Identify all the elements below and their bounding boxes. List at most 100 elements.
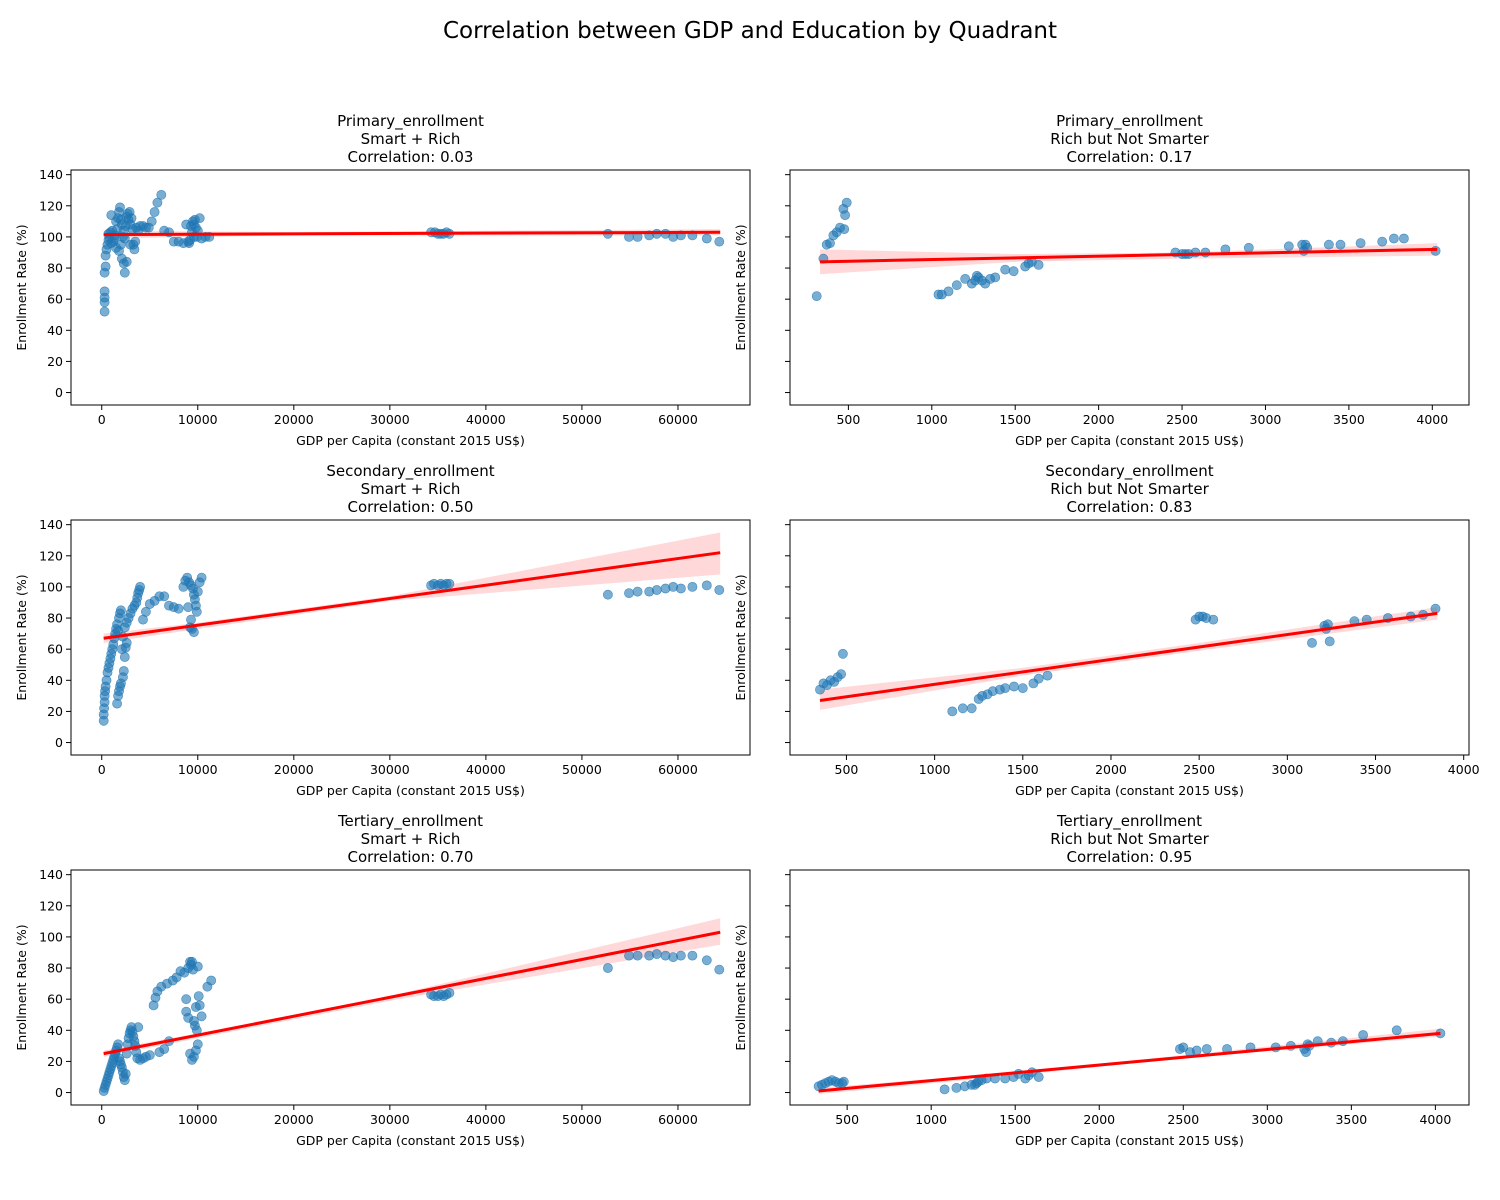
data-point (836, 669, 846, 679)
x-tick-label: 1500 (1007, 762, 1039, 777)
x-tick-label: 40000 (466, 1112, 506, 1127)
trend-line (819, 611, 1438, 703)
subplot-title-line: Correlation: 0.17 (1067, 148, 1193, 166)
data-point (1324, 636, 1335, 647)
x-axis-label: GDP per Capita (constant 2015 US$) (1015, 783, 1244, 798)
subplot-title-line: Primary_enrollment (337, 112, 484, 131)
subplot-title-line: Correlation: 0.83 (1067, 498, 1193, 516)
subplot-title-line: Smart + Rich (361, 830, 461, 848)
x-tick-label: 500 (835, 1112, 859, 1127)
data-point (106, 238, 117, 248)
data-point (1430, 603, 1441, 614)
trend-line (103, 551, 721, 640)
data-point (1283, 241, 1294, 252)
x-tick-label: 50000 (562, 412, 602, 427)
subplot-2: 500 1000 1500 2000 2500 3000 3500 4000 GDP per C… (733, 112, 1470, 448)
data-point (676, 583, 686, 594)
data-point (957, 703, 968, 714)
x-tick-label: 50000 (562, 762, 602, 777)
x-tick-label: 20000 (274, 412, 314, 427)
y-axis-label: Enrollment Rate (%) (14, 924, 29, 1050)
subplot-title-line: Primary_enrollment (1056, 112, 1203, 131)
data-point (120, 1069, 131, 1079)
data-point (115, 202, 125, 213)
data-point (1324, 239, 1334, 250)
y-tick-label: 140 (39, 867, 63, 882)
data-point (186, 221, 196, 231)
x-tick-label: 60000 (658, 412, 698, 427)
y-tick-label: 60 (47, 992, 63, 1007)
axes-frame (70, 519, 751, 756)
data-point (624, 950, 634, 961)
axes-frame (789, 169, 1470, 406)
subplot-title-line: Secondary_enrollment (326, 462, 494, 481)
y-tick-label: 60 (47, 642, 63, 657)
data-point (1389, 233, 1399, 244)
x-tick-label: 1000 (916, 412, 948, 427)
x-tick-label: 1500 (999, 1112, 1031, 1127)
x-tick-label: 20000 (274, 762, 314, 777)
data-point (1191, 1045, 1202, 1056)
data-point (116, 605, 126, 616)
subplot-title-line: Smart + Rich (361, 480, 461, 498)
plot-area (813, 1025, 1446, 1095)
axes-frame (70, 869, 751, 1106)
confidence-band (103, 532, 721, 643)
data-point (140, 606, 151, 617)
x-tick-label: 30000 (370, 1112, 410, 1127)
subplot-title-line: Rich but Not Smarter (1050, 130, 1209, 148)
x-tick-label: 500 (835, 762, 859, 777)
x-tick-label: 10000 (178, 1112, 218, 1127)
data-point (841, 197, 852, 208)
x-tick-label: 3500 (1335, 1112, 1367, 1127)
x-tick-label: 4000 (1419, 1112, 1451, 1127)
x-tick-label: 40000 (466, 762, 506, 777)
data-point (1000, 264, 1011, 275)
subplot-title-line: Rich but Not Smarter (1050, 480, 1209, 498)
data-point (714, 236, 725, 247)
subplot-5: 0 10000 20000 30000 40000 50000 60000 0 20 40 60 80… (14, 812, 751, 1148)
data-point (687, 582, 698, 592)
x-tick-label: 10000 (178, 762, 218, 777)
data-point (1201, 1044, 1212, 1054)
data-point (126, 213, 137, 224)
subplot-title-line: Tertiary_enrollment (337, 812, 483, 831)
subplot-title-line: Secondary_enrollment (1045, 462, 1213, 481)
data-point (1017, 683, 1028, 693)
data-point (1358, 1030, 1368, 1040)
x-tick-label: 1000 (919, 762, 951, 777)
data-point (839, 224, 850, 234)
data-point (183, 1012, 194, 1023)
x-tick-label: 3000 (1271, 762, 1303, 777)
y-tick-label: 40 (47, 673, 63, 688)
data-point (701, 955, 712, 966)
data-point (1009, 681, 1019, 692)
data-point (144, 1050, 155, 1061)
y-tick-label: 120 (39, 548, 63, 563)
data-point (966, 703, 977, 714)
confidence-band (820, 243, 1438, 275)
x-tick-label: 4000 (1416, 412, 1448, 427)
data-point (113, 1039, 123, 1050)
data-point (1307, 638, 1317, 648)
data-point (135, 582, 145, 592)
data-point (951, 1083, 962, 1093)
data-point (1000, 683, 1011, 693)
data-point (838, 648, 848, 659)
data-point (196, 1011, 207, 1022)
data-point (990, 272, 1001, 283)
data-point (117, 644, 127, 655)
data-point (1033, 673, 1044, 684)
data-point (159, 591, 170, 602)
subplot-title-line: Tertiary_enrollment (1056, 812, 1202, 831)
data-point (119, 267, 130, 278)
data-point (1008, 266, 1019, 277)
data-point (188, 627, 199, 637)
data-point (181, 994, 192, 1005)
x-tick-label: 0 (98, 762, 106, 777)
x-tick-label: 60000 (658, 762, 698, 777)
data-point (191, 606, 202, 617)
x-tick-label: 30000 (370, 412, 410, 427)
x-tick-label: 1000 (915, 1112, 947, 1127)
